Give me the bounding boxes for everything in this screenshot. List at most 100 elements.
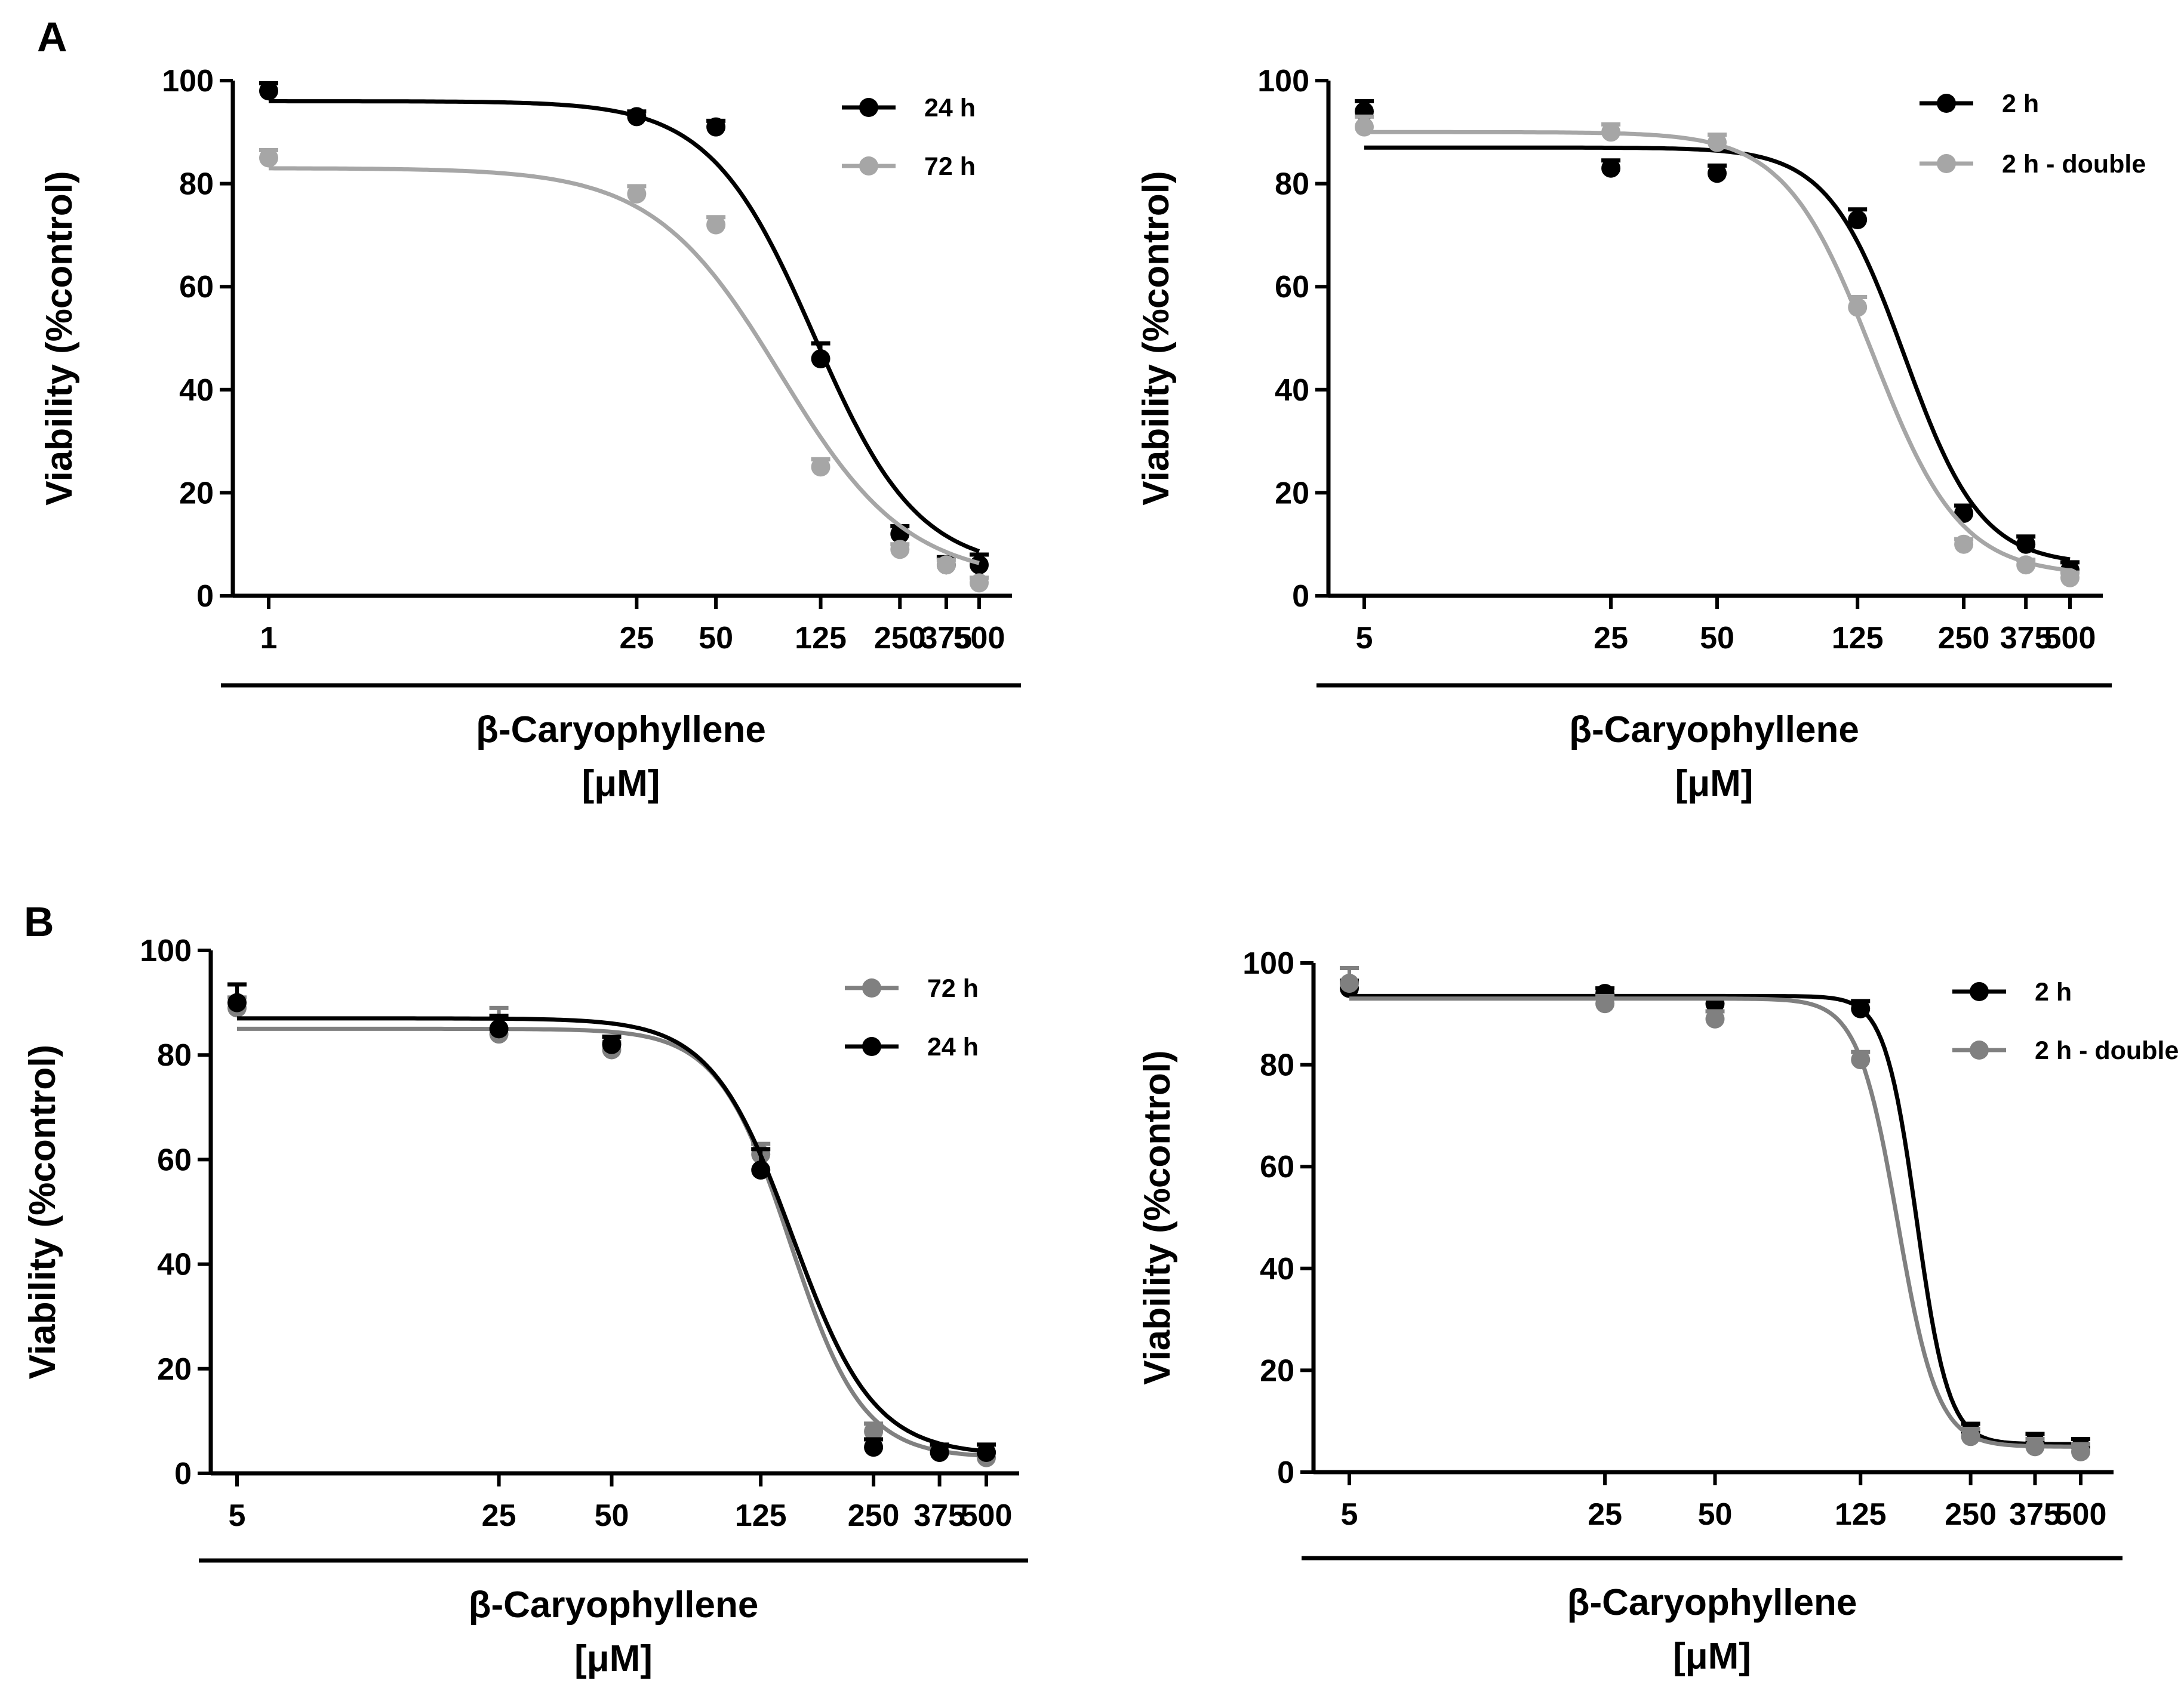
x-axis-title: β-Caryophyllene — [476, 709, 766, 750]
x-tick-label: 250 — [1938, 621, 1990, 655]
legend-marker — [1970, 982, 1989, 1001]
x-axis-title: β-Caryophyllene — [469, 1584, 759, 1626]
x-axis-unit: [μM] — [582, 763, 660, 804]
legend-label: 2 h - double — [2002, 150, 2146, 178]
fit-curve-72-h — [269, 166, 980, 565]
x-tick-label: 50 — [595, 1498, 629, 1533]
data-point — [2060, 568, 2080, 587]
y-tick-label: 20 — [179, 476, 214, 510]
panel-letter-a: A — [37, 14, 67, 60]
x-tick-label: 1 — [260, 621, 278, 655]
y-tick-label: 20 — [1260, 1353, 1294, 1388]
data-point — [706, 117, 726, 137]
data-point — [489, 1019, 509, 1039]
y-tick-label: 100 — [1242, 946, 1294, 981]
legend-marker — [862, 1037, 881, 1056]
y-tick-label: 20 — [1275, 476, 1309, 510]
x-tick-label: 25 — [1594, 621, 1628, 655]
data-point — [1708, 133, 1727, 152]
data-point — [811, 457, 830, 477]
x-tick-label: 50 — [1700, 621, 1734, 655]
data-point — [977, 1442, 996, 1462]
fit-curve-2-h — [1349, 993, 2081, 1446]
y-axis-title: Viability (%control) — [1137, 1050, 1178, 1384]
fit-curve-2-h — [1364, 145, 2071, 562]
fit-curve-2-h---double — [1349, 996, 2081, 1449]
y-axis-title: Viability (%control) — [39, 171, 80, 505]
legend-marker — [1937, 94, 1956, 113]
y-tick-label: 60 — [157, 1143, 192, 1177]
y-tick-label: 0 — [1277, 1455, 1294, 1490]
y-tick-label: 100 — [140, 934, 192, 968]
x-tick-label: 50 — [1698, 1497, 1733, 1532]
x-tick-label: 125 — [795, 621, 847, 655]
legend-marker — [1937, 154, 1956, 173]
data-point — [1705, 1009, 1725, 1029]
y-tick-label: 40 — [157, 1248, 192, 1282]
y-tick-label: 0 — [174, 1457, 192, 1491]
legend-label: 24 h — [924, 94, 976, 122]
data-point — [1601, 122, 1621, 142]
data-point — [627, 184, 647, 204]
data-point — [1595, 994, 1615, 1014]
data-point — [1848, 297, 1868, 317]
data-point — [1355, 117, 1374, 137]
data-point — [970, 555, 989, 575]
x-tick-label: 500 — [961, 1498, 1013, 1533]
data-point — [930, 1442, 949, 1462]
y-tick-label: 60 — [179, 270, 214, 304]
data-point — [2016, 534, 2036, 554]
legend-label: 24 h — [927, 1033, 979, 1061]
fit-curve-24-h — [269, 99, 980, 553]
legend-label: 2 h - double — [2035, 1036, 2179, 1065]
data-point — [936, 555, 956, 575]
x-axis-unit: [μM] — [1673, 1636, 1751, 1677]
data-point — [259, 81, 278, 101]
data-point — [970, 573, 989, 593]
data-point — [227, 993, 247, 1012]
x-axis-unit: [μM] — [574, 1638, 653, 1679]
data-point — [1851, 999, 1871, 1018]
x-tick-label: 5 — [229, 1498, 246, 1533]
legend-marker — [859, 156, 878, 176]
x-tick-label: 375 — [913, 1498, 965, 1533]
data-point — [2016, 555, 2036, 575]
legend-label: 2 h — [2035, 978, 2072, 1007]
y-tick-label: 40 — [1260, 1252, 1294, 1286]
y-tick-label: 80 — [1275, 167, 1309, 202]
y-tick-label: 80 — [157, 1038, 192, 1073]
y-axis-title: Viability (%control) — [1136, 171, 1177, 505]
y-tick-label: 80 — [179, 167, 214, 202]
data-point — [751, 1160, 771, 1180]
y-tick-label: 40 — [179, 373, 214, 408]
x-axis-unit: [μM] — [1675, 763, 1754, 804]
y-tick-label: 100 — [162, 64, 214, 99]
x-tick-label: 25 — [619, 621, 654, 655]
data-point — [864, 1438, 884, 1457]
legend-marker — [1970, 1041, 1989, 1060]
legend-marker — [862, 978, 881, 998]
data-point — [1851, 1050, 1871, 1070]
data-point — [706, 215, 726, 235]
data-point — [1848, 210, 1868, 230]
x-tick-label: 250 — [874, 621, 926, 655]
fit-curve-72-h — [237, 1026, 987, 1458]
legend-label: 2 h — [2002, 90, 2039, 118]
x-tick-label: 250 — [1945, 1497, 1997, 1532]
x-tick-label: 250 — [848, 1498, 900, 1533]
y-tick-label: 60 — [1275, 270, 1309, 304]
x-tick-label: 500 — [953, 621, 1005, 655]
data-point — [1708, 164, 1727, 183]
y-tick-label: 0 — [196, 579, 214, 614]
data-point — [864, 1421, 884, 1441]
x-axis-title: β-Caryophyllene — [1567, 1582, 1857, 1623]
data-point — [627, 107, 647, 127]
data-point — [259, 148, 278, 168]
x-tick-label: 25 — [1588, 1497, 1622, 1532]
x-axis-title: β-Caryophyllene — [1569, 709, 1859, 750]
data-point — [1340, 974, 1359, 993]
x-tick-label: 5 — [1356, 621, 1373, 655]
